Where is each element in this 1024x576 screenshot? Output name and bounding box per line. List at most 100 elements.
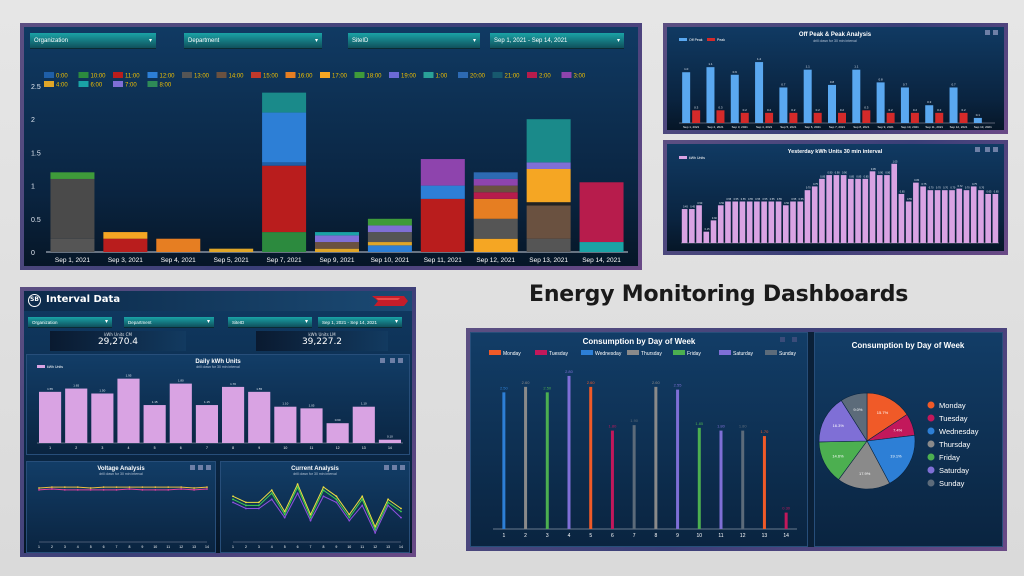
- department-filter[interactable]: Department ▾: [124, 317, 214, 328]
- bar: [811, 186, 818, 243]
- x-tick-label: Sep 2, 2021: [707, 125, 724, 129]
- x-tick-label: 2: [51, 545, 53, 549]
- data-label: 2.60: [587, 380, 596, 385]
- y-tick-label: 1.5: [31, 150, 41, 157]
- data-point: [115, 488, 118, 491]
- data-point: [296, 486, 299, 489]
- date-range-filter-label: Sep 1, 2021 - Sep 14, 2021: [322, 320, 378, 325]
- data-point: [309, 519, 312, 522]
- bar: [39, 391, 62, 443]
- data-label: 1.55: [256, 387, 262, 391]
- bar: [910, 112, 919, 123]
- more-icon[interactable]: [792, 337, 797, 342]
- siteid-filter[interactable]: SiteID ▾: [228, 317, 312, 328]
- legend-label: Wednesday: [595, 351, 622, 357]
- legend-label: Thursday: [939, 440, 971, 449]
- expand-icon[interactable]: [975, 147, 980, 152]
- export-icon[interactable]: [985, 147, 990, 152]
- legend-swatch: [927, 466, 935, 474]
- data-point: [89, 488, 92, 491]
- legend-swatch: [147, 72, 158, 78]
- x-tick-label: 13: [192, 545, 196, 549]
- pie-slice: [818, 400, 868, 443]
- x-tick-label: Sep 5, 2021: [780, 125, 797, 129]
- logo-icon: SB: [28, 294, 41, 307]
- chart-title: Current Analysis: [291, 466, 339, 472]
- bar: [949, 87, 958, 123]
- data-label: 0.70: [943, 187, 948, 190]
- legend-swatch: [320, 72, 330, 78]
- bar: [681, 209, 688, 243]
- x-tick-label: 3: [64, 545, 66, 549]
- data-label: 1.15: [204, 400, 210, 404]
- bar-segment: [473, 185, 518, 193]
- export-icon[interactable]: [392, 465, 397, 470]
- interval-title: Interval Data: [46, 294, 121, 305]
- expand-icon[interactable]: [380, 358, 385, 363]
- date-range-filter[interactable]: Sep 1, 2021 - Sep 14, 2021 ▾: [490, 33, 624, 49]
- main-dashboard: Organization ▾ Department ▾ SiteID ▾ Sep 1,…: [24, 27, 638, 266]
- bar: [717, 205, 724, 243]
- bar: [524, 386, 528, 529]
- data-label: 0.30: [782, 506, 791, 511]
- data-label: 0.9: [733, 70, 738, 74]
- legend-label: 6:00: [91, 83, 103, 89]
- data-point: [270, 492, 273, 495]
- more-icon[interactable]: [400, 465, 405, 470]
- x-tick-label: 8: [128, 545, 130, 549]
- bar: [840, 175, 847, 243]
- department-filter[interactable]: Department ▾: [184, 33, 322, 49]
- export-icon[interactable]: [985, 30, 990, 35]
- x-tick-label: 1: [232, 545, 234, 549]
- y-tick-label: 0.5: [31, 217, 41, 224]
- x-tick-label: 8: [654, 533, 657, 539]
- export-icon[interactable]: [390, 358, 395, 363]
- yesterday-panel: Yesterday kWh Units 30 min interval kWh U…: [663, 140, 1008, 255]
- bar: [920, 186, 926, 243]
- data-label: 0.1: [976, 113, 981, 117]
- data-point: [257, 501, 260, 504]
- data-point: [400, 516, 402, 519]
- bar: [740, 112, 749, 123]
- bar: [732, 201, 739, 243]
- x-tick-label: 5: [154, 446, 156, 450]
- expand-icon[interactable]: [384, 465, 389, 470]
- bar-segment: [315, 232, 359, 236]
- data-label: 1.0: [684, 67, 689, 71]
- export-icon[interactable]: [198, 465, 203, 470]
- bar: [941, 190, 948, 243]
- bar-segment: [526, 202, 571, 206]
- bar: [741, 430, 745, 529]
- bar: [959, 112, 968, 123]
- more-icon[interactable]: [398, 358, 403, 363]
- expand-icon[interactable]: [190, 465, 195, 470]
- legend-swatch: [354, 72, 365, 78]
- legend-swatch: [44, 81, 54, 87]
- data-label: 0.15: [705, 228, 710, 231]
- data-label: 0.85: [820, 175, 825, 178]
- more-icon[interactable]: [206, 465, 211, 470]
- bar: [826, 175, 832, 243]
- data-point: [63, 486, 66, 489]
- bar-segment: [315, 242, 359, 249]
- data-point: [283, 513, 286, 516]
- data-point: [348, 516, 351, 519]
- data-point: [245, 504, 247, 507]
- bar: [838, 112, 846, 123]
- organization-filter[interactable]: Organization ▾: [30, 33, 156, 49]
- siteid-filter[interactable]: SiteID ▾: [348, 33, 480, 49]
- chart-title: Consumption by Day of Week: [583, 337, 696, 346]
- more-icon[interactable]: [993, 30, 998, 35]
- chart-title: Off Peak & Peak Analysis: [799, 32, 872, 38]
- bar: [222, 386, 245, 443]
- date-range-filter[interactable]: Sep 1, 2021 - Sep 14, 2021 ▾: [318, 317, 402, 328]
- data-point: [335, 501, 338, 504]
- organization-filter[interactable]: Organization ▾: [28, 317, 112, 328]
- data-label: 0.55: [762, 198, 767, 201]
- more-icon[interactable]: [993, 147, 998, 152]
- legend-swatch: [489, 350, 501, 355]
- bar: [378, 439, 401, 443]
- x-tick-label: 4: [77, 545, 79, 549]
- expand-icon[interactable]: [780, 337, 785, 342]
- data-point: [257, 507, 260, 510]
